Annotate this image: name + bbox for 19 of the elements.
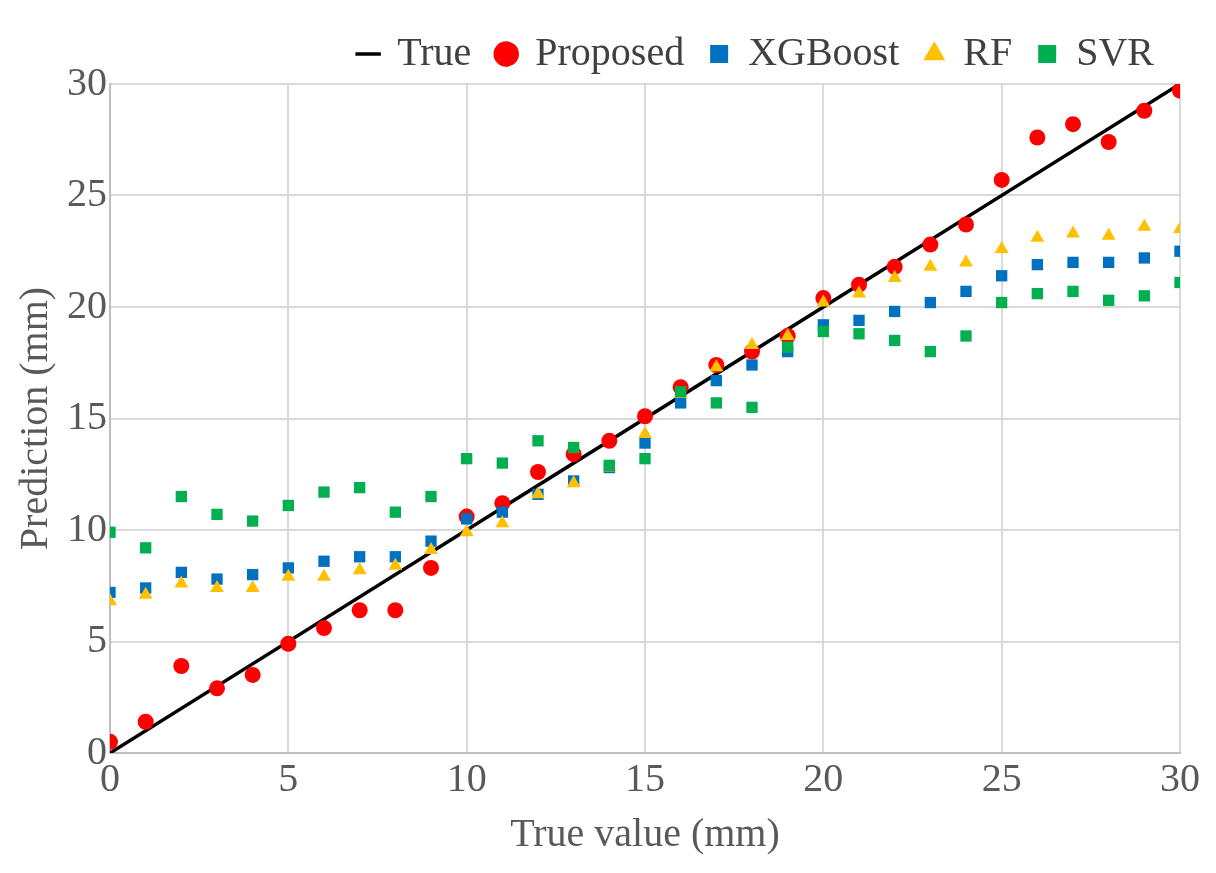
y-tick-label: 30 [67, 58, 107, 104]
y-tick-label: 5 [87, 616, 107, 661]
legend-label: Proposed [535, 28, 685, 74]
y-tick-label: 25 [67, 170, 107, 215]
y-tick-label: 20 [67, 281, 107, 327]
x-tick-label: 10 [446, 754, 487, 800]
y-tick-label: 10 [67, 504, 107, 550]
x-axis-title: True value (mm) [510, 809, 780, 855]
x-tick-label: 30 [1160, 754, 1200, 800]
x-tick-label: 20 [803, 754, 844, 800]
legend-label: SVR [1076, 28, 1155, 74]
y-tick-label: 15 [67, 393, 107, 438]
x-tick-label: 5 [278, 754, 299, 800]
x-tick-label: 25 [981, 754, 1022, 800]
y-axis-title: Prediction (mm) [10, 286, 56, 551]
legend-label: XGBoost [748, 28, 900, 74]
legend-label: True [397, 28, 472, 74]
x-tick-label: 15 [625, 754, 665, 800]
legend-label: RF [963, 28, 1013, 74]
